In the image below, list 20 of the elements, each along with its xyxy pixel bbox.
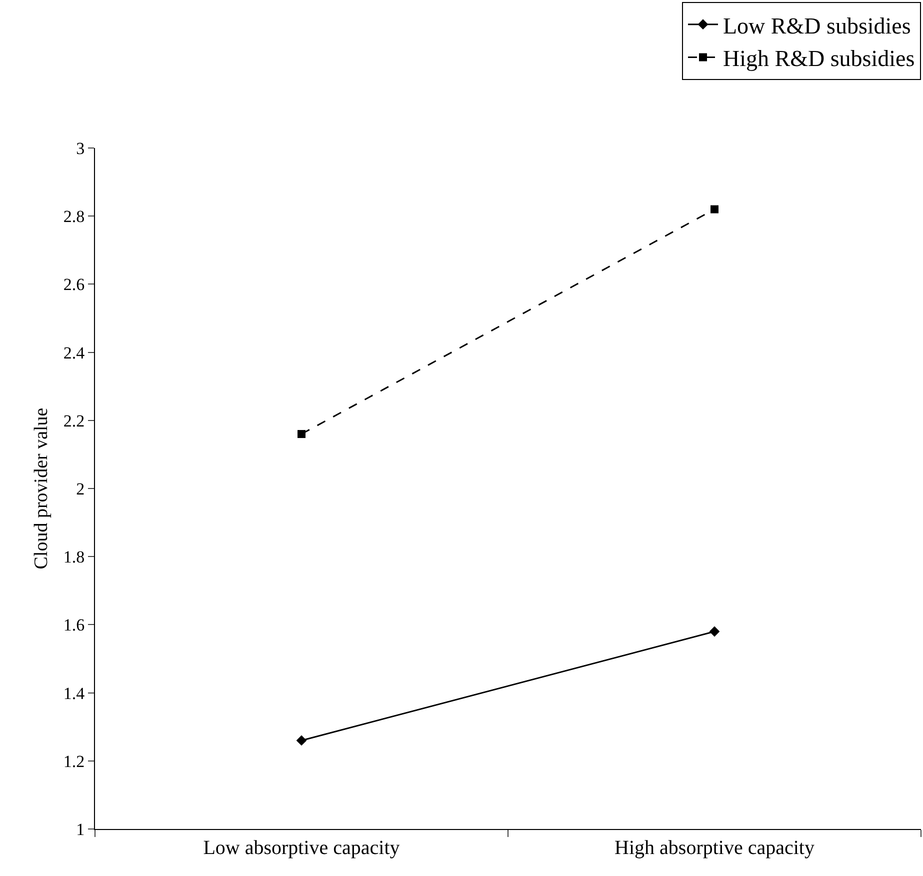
point <box>298 430 306 438</box>
y-tick-label: 1.8 <box>63 548 85 567</box>
y-tick-label: 3 <box>76 138 85 158</box>
x-tick-label: Low absorptive capacity <box>203 837 400 859</box>
point <box>710 205 718 214</box>
y-tick-label: 1.6 <box>63 616 85 635</box>
point <box>709 626 720 637</box>
x-tick-label: High absorptive capacity <box>614 837 814 859</box>
y-tick-label: 2.2 <box>63 411 85 430</box>
legend-label: High R&D subsidies <box>723 46 915 72</box>
y-tick-label: 2.6 <box>63 275 85 294</box>
y-tick-label: 1.4 <box>63 684 86 703</box>
y-tick-label: 2.4 <box>63 343 86 362</box>
point <box>296 735 307 746</box>
y-axis-title: Cloud provider value <box>31 408 52 570</box>
y-tick-label: 1 <box>76 820 85 839</box>
legend-label: Low R&D subsidies <box>723 13 911 38</box>
y-tick-label: 1.2 <box>63 752 85 771</box>
y-tick-label: 2 <box>76 479 85 498</box>
y-tick-label: 2.8 <box>63 207 85 226</box>
